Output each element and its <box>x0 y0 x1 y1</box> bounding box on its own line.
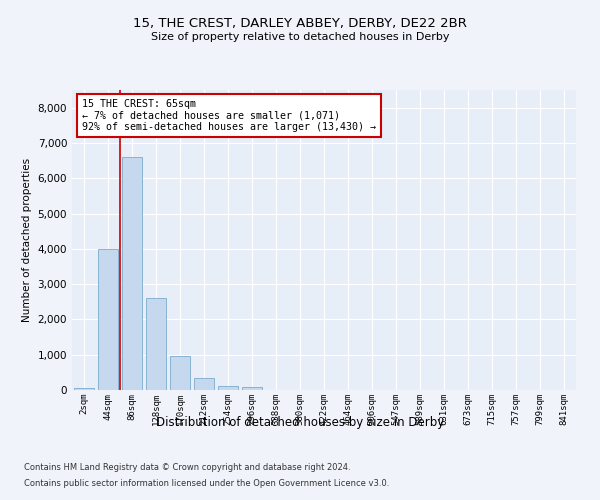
Text: 15, THE CREST, DARLEY ABBEY, DERBY, DE22 2BR: 15, THE CREST, DARLEY ABBEY, DERBY, DE22… <box>133 18 467 30</box>
Bar <box>146 298 166 390</box>
Text: Distribution of detached houses by size in Derby: Distribution of detached houses by size … <box>156 416 444 429</box>
Text: Contains public sector information licensed under the Open Government Licence v3: Contains public sector information licen… <box>24 478 389 488</box>
Bar <box>170 356 190 390</box>
Text: Size of property relative to detached houses in Derby: Size of property relative to detached ho… <box>151 32 449 42</box>
Text: 15 THE CREST: 65sqm
← 7% of detached houses are smaller (1,071)
92% of semi-deta: 15 THE CREST: 65sqm ← 7% of detached hou… <box>82 99 376 132</box>
Bar <box>242 388 262 390</box>
Bar <box>98 249 118 390</box>
Text: Contains HM Land Registry data © Crown copyright and database right 2024.: Contains HM Land Registry data © Crown c… <box>24 464 350 472</box>
Bar <box>218 386 238 390</box>
Bar <box>74 388 94 390</box>
Bar <box>122 157 142 390</box>
Bar <box>194 378 214 390</box>
Y-axis label: Number of detached properties: Number of detached properties <box>22 158 32 322</box>
